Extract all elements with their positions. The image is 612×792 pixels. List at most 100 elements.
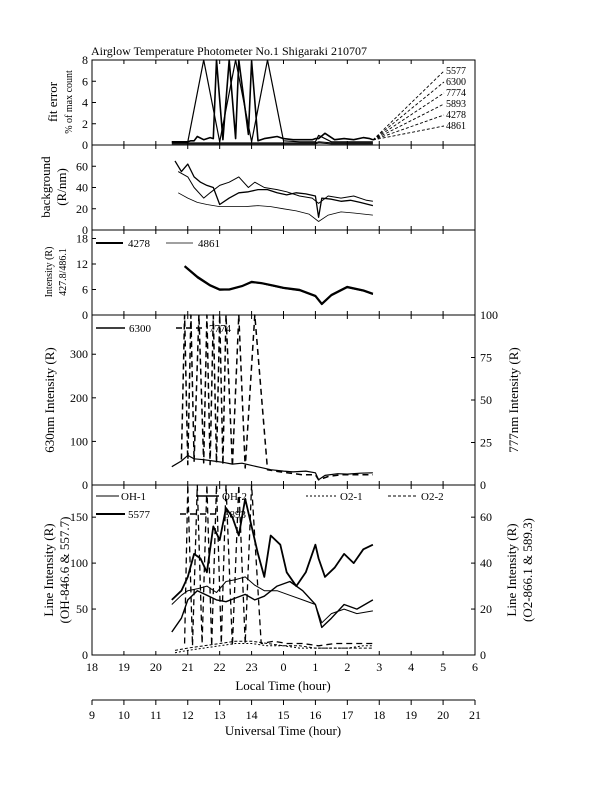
red-right-ytick-label-2: 50 bbox=[480, 393, 492, 407]
fit-label-5577: 5577 bbox=[446, 66, 466, 77]
universal-time-tick-label-2: 11 bbox=[150, 708, 162, 722]
panel0-line-5577 bbox=[171, 59, 374, 143]
universal-time-xlabel: Universal Time (hour) bbox=[225, 723, 341, 738]
blue-ylabel-1: Intensity (R) bbox=[44, 247, 55, 298]
universal-time-tick-label-5: 14 bbox=[246, 708, 258, 722]
fit-ytick-label-3: 6 bbox=[82, 74, 88, 88]
bg-ylabel-2: (R/nm) bbox=[54, 168, 69, 206]
red-left-ytick-label-1: 100 bbox=[70, 434, 88, 448]
panel1-line-series-2 bbox=[178, 192, 373, 222]
local-time-tick-label-10: 4 bbox=[408, 660, 414, 674]
legend-o21-label: O2-1 bbox=[340, 491, 363, 503]
bg-ytick-label-1: 20 bbox=[76, 202, 88, 216]
fit-label-7774: 7774 bbox=[446, 88, 466, 99]
legend-oh1-label: OH-1 bbox=[121, 491, 146, 503]
universal-time-tick-label-6: 15 bbox=[278, 708, 290, 722]
legend-4861-label: 4861 bbox=[198, 238, 220, 250]
panel1-line-series-1 bbox=[174, 160, 374, 218]
panel4-line-oh-2 bbox=[171, 580, 374, 633]
blue-ylabel-2: 427.8/486.1 bbox=[58, 248, 69, 296]
red-right-ytick-label-3: 75 bbox=[480, 351, 492, 365]
panel4-line-o2-2 bbox=[174, 640, 373, 651]
universal-time-tick-label-0: 9 bbox=[89, 708, 95, 722]
red-right-ytick-label-1: 25 bbox=[480, 436, 492, 450]
fit-label-6300: 6300 bbox=[446, 77, 466, 88]
local-time-tick-label-0: 18 bbox=[86, 660, 98, 674]
legend-5577-label: 5577 bbox=[128, 509, 151, 521]
line-legend: OH-1 OH-2 O2-1 O2-2 5577 5893 bbox=[96, 491, 444, 521]
fit-panel-frame bbox=[91, 59, 476, 146]
bg-ylabel-1: background bbox=[38, 156, 53, 218]
local-time-tick-label-1: 19 bbox=[118, 660, 130, 674]
panel4-line-oh-1 bbox=[171, 576, 373, 624]
red-left-ytick-label-2: 200 bbox=[70, 391, 88, 405]
panel4-line-5893 bbox=[183, 484, 373, 647]
fit-ylabel-2: % of max count bbox=[64, 70, 75, 134]
panel3-line-7774 bbox=[180, 314, 373, 481]
red-legend: 6300 7774 bbox=[96, 323, 232, 335]
fit-label-4861: 4861 bbox=[446, 121, 466, 132]
blue-ytick-label-2: 12 bbox=[76, 257, 88, 271]
universal-time-tick-label-7: 16 bbox=[309, 708, 321, 722]
line-right-ytick-label-0: 0 bbox=[480, 648, 486, 662]
fit-leader-6300 bbox=[372, 81, 445, 141]
line-left-ytick-label-2: 100 bbox=[70, 556, 88, 570]
series-layer bbox=[171, 59, 445, 654]
red-panel-frame bbox=[91, 314, 476, 486]
local-time-tick-label-8: 2 bbox=[344, 660, 350, 674]
line-ylabel-right-1: Line Intensity (R) bbox=[504, 523, 519, 616]
fit-ytick-label-2: 4 bbox=[82, 96, 88, 110]
panel4-line-5577 bbox=[171, 497, 374, 601]
bg-panel-frame bbox=[91, 144, 476, 231]
fit-label-4278: 4278 bbox=[446, 110, 466, 121]
local-time-tick-label-9: 3 bbox=[376, 660, 382, 674]
universal-time-tick-label-9: 18 bbox=[373, 708, 385, 722]
local-time-tick-label-5: 23 bbox=[246, 660, 258, 674]
universal-time-tick-label-4: 13 bbox=[214, 708, 226, 722]
fit-label-5893: 5893 bbox=[446, 99, 466, 110]
line-left-ytick-label-3: 150 bbox=[70, 510, 88, 524]
panel0-line-6300 bbox=[171, 59, 373, 143]
panel4-line-o2-1 bbox=[174, 643, 373, 654]
local-time-tick-label-4: 22 bbox=[214, 660, 226, 674]
fit-leader-5893 bbox=[372, 103, 445, 141]
blue-ytick-label-0: 0 bbox=[82, 308, 88, 322]
legend-6300-label: 6300 bbox=[129, 323, 152, 335]
local-time-tick-label-6: 0 bbox=[281, 660, 287, 674]
fit-leader-7774 bbox=[372, 92, 445, 141]
panel0-line-5893 bbox=[171, 142, 373, 145]
fit-leader-5577 bbox=[372, 70, 445, 141]
fit-ytick-label-0: 0 bbox=[82, 138, 88, 152]
universal-time-tick-label-3: 12 bbox=[182, 708, 194, 722]
universal-time-tick-label-11: 20 bbox=[437, 708, 449, 722]
line-left-ytick-label-1: 50 bbox=[76, 602, 88, 616]
line-ylabel-left-1: Line Intensity (R) bbox=[41, 523, 56, 616]
panel2-line-4861 bbox=[184, 266, 374, 306]
red-ylabel-left: 630nm Intensity (R) bbox=[42, 347, 57, 452]
universal-time-tick-label-12: 21 bbox=[469, 708, 481, 722]
panel1-line-series-0 bbox=[177, 171, 373, 204]
bg-ytick-label-0: 0 bbox=[82, 223, 88, 237]
fit-ytick-label-4: 8 bbox=[82, 53, 88, 67]
red-ylabel-right: 777nm Intensity (R) bbox=[506, 347, 521, 452]
line-ylabel-left-2: (OH-846.6 & 557.7) bbox=[57, 517, 72, 624]
red-right-ytick-label-0: 0 bbox=[480, 478, 486, 492]
red-right-ytick-label-4: 100 bbox=[480, 308, 498, 322]
axis-ticks: 18 19 20 21 22 23 0 1 2 3 4 5 69 10 11 12 13 14 15 16 17 18 19… bbox=[70, 53, 498, 722]
universal-time-tick-label-1: 10 bbox=[118, 708, 130, 722]
bg-ytick-label-3: 60 bbox=[76, 159, 88, 173]
blue-legend: 4278 4861 bbox=[96, 238, 220, 250]
line-right-ytick-label-1: 20 bbox=[480, 602, 492, 616]
local-time-tick-label-11: 5 bbox=[440, 660, 446, 674]
panel0-line-7774 bbox=[171, 141, 373, 144]
local-time-xlabel: Local Time (hour) bbox=[235, 678, 330, 693]
fit-leader-4861 bbox=[372, 125, 445, 141]
local-time-tick-label-2: 20 bbox=[150, 660, 162, 674]
blue-ytick-label-1: 6 bbox=[82, 283, 88, 297]
legend-o22-label: O2-2 bbox=[421, 491, 444, 503]
blue-ytick-label-3: 18 bbox=[76, 232, 88, 246]
line-ylabel-right-2: (O2-866.1 & 589.3) bbox=[520, 518, 535, 622]
legend-4278-label: 4278 bbox=[128, 238, 151, 250]
panel2-line-4278 bbox=[183, 265, 374, 305]
